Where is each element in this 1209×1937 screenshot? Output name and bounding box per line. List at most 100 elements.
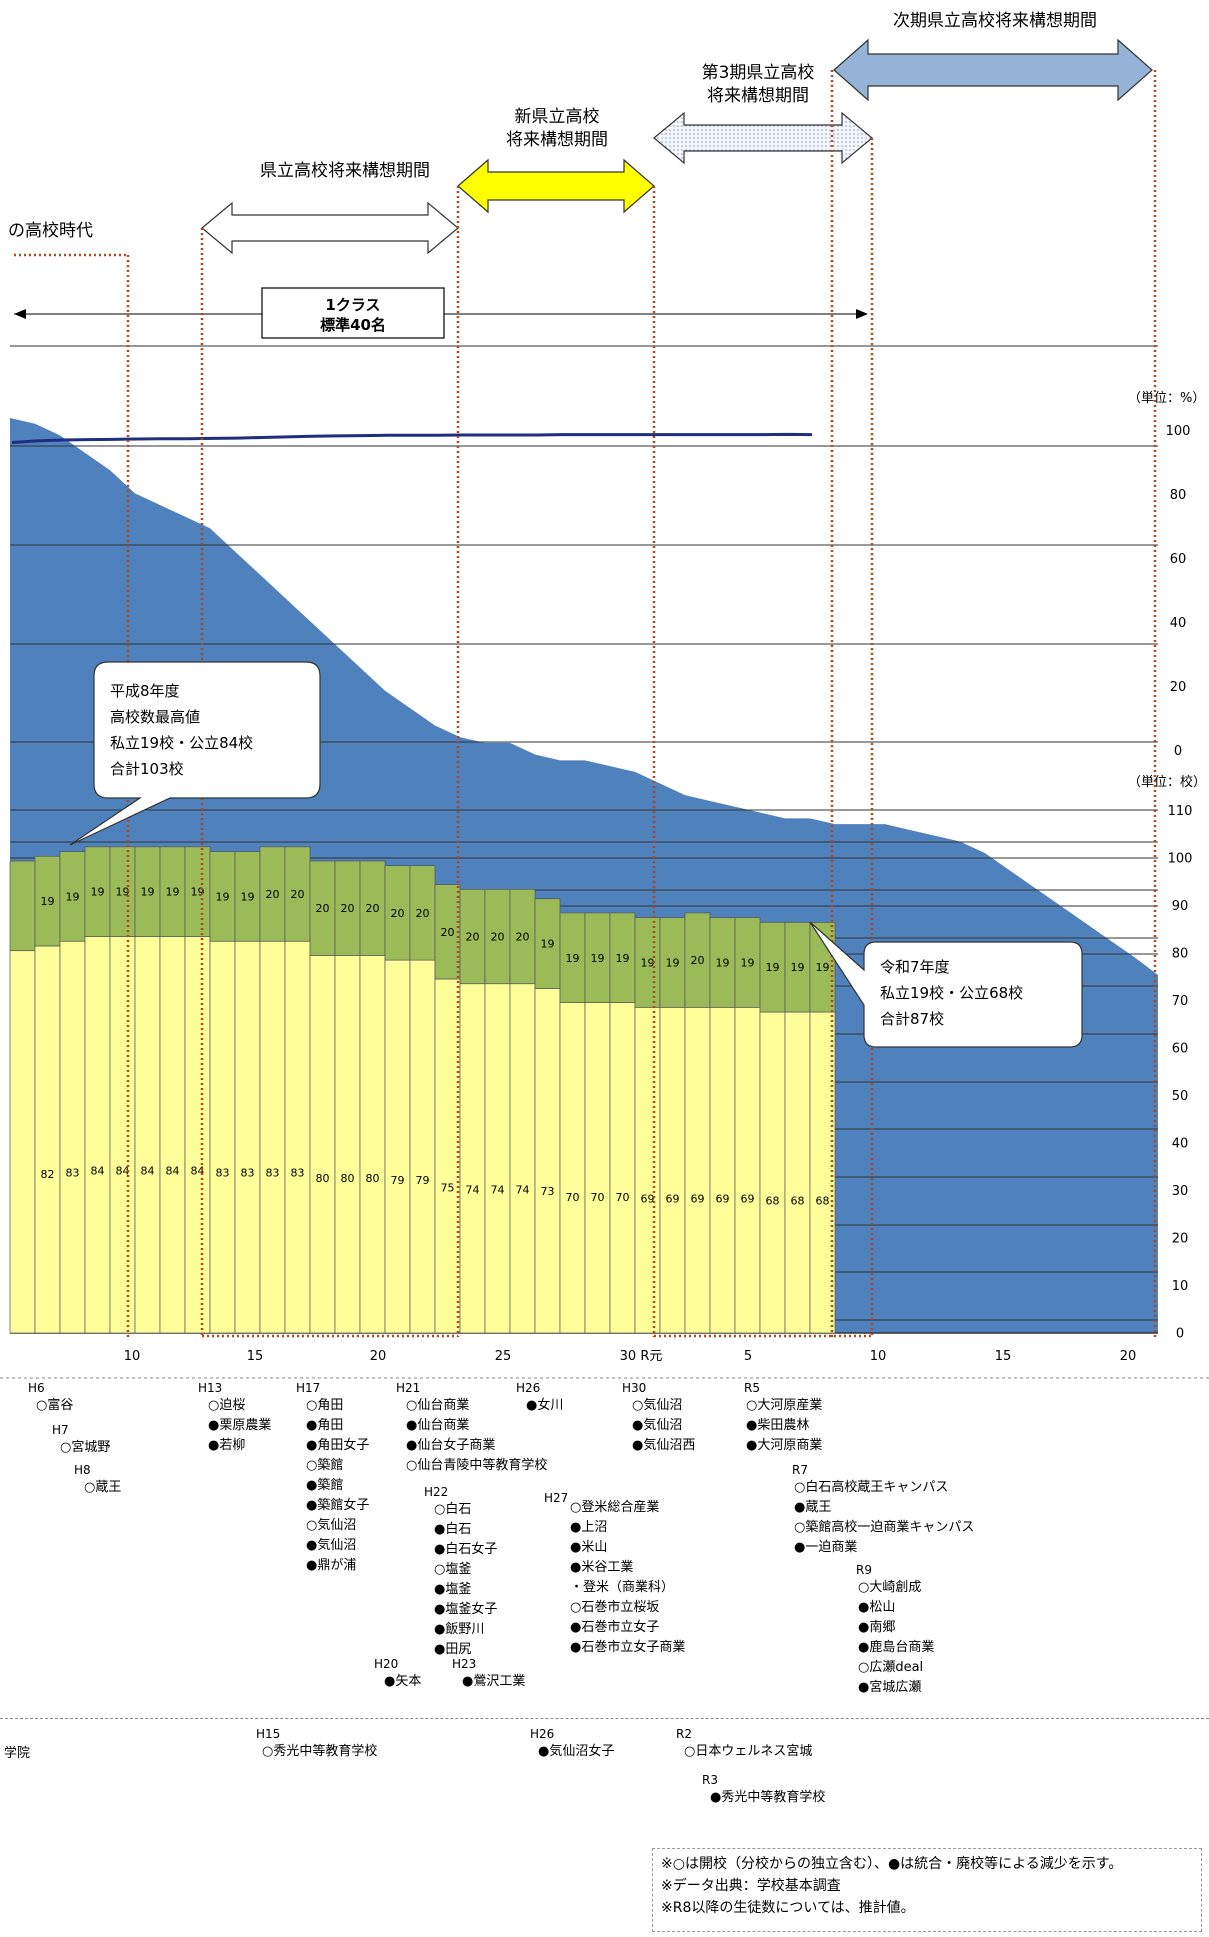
event-year: H17 <box>296 1381 321 1395</box>
school-tick: 110 <box>1168 804 1193 819</box>
x-tick: 20 <box>1120 1349 1137 1364</box>
event-year: H26 <box>530 1727 555 1741</box>
bar-label-public: 69 <box>716 1193 730 1206</box>
event-bottom-0: 学院 <box>4 1744 30 1764</box>
event-h17: H17 ○角田 ●角田 ●角田女子 ○築館 ●築館 ●築館女子 ○気仙沼 ●気仙… <box>296 1380 369 1576</box>
event-r5: R5 ○大河原産業 ●柴田農林 ●大河原商業 <box>744 1380 822 1456</box>
bar-public <box>484 983 511 1334</box>
period-arrow-1 <box>201 201 459 255</box>
x-tick: 25 <box>495 1349 512 1364</box>
pct-tick: 80 <box>1170 488 1187 503</box>
note-2: ※データ出典：学校基本調査 <box>661 1878 841 1894</box>
school-tick: 50 <box>1172 1089 1189 1104</box>
pct-tick: 0 <box>1174 744 1182 759</box>
bar-public <box>584 1002 611 1334</box>
event-item: ○仙台青陵中等教育学校 <box>406 1458 548 1473</box>
event-item: ●石巻市立女子 <box>570 1620 660 1635</box>
event-item: ○登米総合産業 <box>570 1500 660 1515</box>
event-item: ●石巻市立女子商業 <box>570 1640 686 1655</box>
bar-label-public: 83 <box>266 1166 280 1179</box>
event-h30: H30 ○気仙沼 ●気仙沼 ●気仙沼西 <box>622 1380 695 1456</box>
school-tick: 90 <box>1172 899 1189 914</box>
bar-label-private: 19 <box>91 886 105 899</box>
event-item: ●鶯沢工業 <box>462 1674 526 1689</box>
bar-label-private: 19 <box>591 952 605 965</box>
bar-private <box>784 922 811 1013</box>
bar-label-public: 69 <box>691 1193 705 1206</box>
bar-label-private: 19 <box>566 952 580 965</box>
bar-public <box>159 936 186 1334</box>
bar-private <box>534 898 561 989</box>
event-item: ●柴田農林 <box>746 1418 810 1433</box>
event-item: ○仙台商業 <box>406 1398 470 1413</box>
bar-public <box>84 936 111 1334</box>
bar-public <box>559 1002 586 1334</box>
event-item: ○角田 <box>306 1398 344 1413</box>
event-year: H15 <box>256 1727 281 1741</box>
bar-label-private: 19 <box>766 961 780 974</box>
bar-label-public: 83 <box>291 1166 305 1179</box>
bar-private <box>409 865 436 961</box>
bar-private <box>359 860 386 956</box>
bar-private <box>59 851 86 942</box>
bar-private <box>9 860 36 952</box>
event-year: R3 <box>702 1773 718 1787</box>
bar-public <box>784 1011 811 1334</box>
event-item: ●松山 <box>858 1600 896 1615</box>
advance-rate-line <box>11 432 813 444</box>
period-arrow-4 <box>833 38 1153 102</box>
event-item: ○築館 <box>306 1458 344 1473</box>
bar-public <box>684 1006 711 1334</box>
event-item: ○蔵王 <box>84 1480 122 1495</box>
event-r9: R9 ○大崎創成 ●松山 ●南郷 ●鹿島台商業 ○広瀬deal ●宮城広瀬 <box>856 1562 934 1698</box>
school-tick: 100 <box>1168 852 1193 867</box>
event-item: ●塩釜女子 <box>434 1602 498 1617</box>
event-year: H13 <box>198 1381 223 1395</box>
notes-box: ※○は開校（分校からの独立含む）、●は統合・廃校等による減少を示す。 ※データ出… <box>652 1848 1202 1932</box>
bar-label-public: 73 <box>541 1185 555 1198</box>
bar-label-private: 19 <box>216 890 230 903</box>
x-tick: 5 <box>744 1349 752 1364</box>
x-axis: 10 15 20 25 30 R元 5 10 15 20 <box>124 1349 1137 1364</box>
event-h7: H7 ○宮城野 <box>52 1422 110 1458</box>
event-item: ○宮城野 <box>60 1440 111 1455</box>
event-item: ●白石 <box>434 1522 472 1537</box>
event-item: ○富谷 <box>36 1398 74 1413</box>
bar-label-public: 79 <box>416 1174 430 1187</box>
bar-group: 82 19 83 19 84 19 84 19 84 19 84 19 84 19 83 19 83 19 83 20… <box>9 846 836 1334</box>
event-year: H8 <box>74 1463 91 1477</box>
school-tick: 0 <box>1176 1327 1184 1342</box>
class-box <box>261 287 445 339</box>
bar-private <box>434 884 461 980</box>
school-tick: 70 <box>1172 994 1189 1009</box>
bar-label-private: 19 <box>716 956 730 969</box>
bar-label-public: 83 <box>66 1166 80 1179</box>
event-item: ●宮城広瀬 <box>858 1680 922 1695</box>
event-year: H6 <box>28 1381 45 1395</box>
bar-private <box>659 917 686 1008</box>
event-item: ●蔵王 <box>794 1500 832 1515</box>
bar-label-public: 70 <box>616 1191 630 1204</box>
event-item: ○石巻市立桜坂 <box>570 1600 660 1615</box>
event-item: ○広瀬deal <box>858 1660 924 1675</box>
callout-peak-line2: 高校数最高値 <box>110 708 200 726</box>
event-item: ○築館高校一迫商業キャンパス <box>794 1520 975 1535</box>
x-tick: 10 <box>124 1349 141 1364</box>
event-item: ●大河原商業 <box>746 1438 823 1453</box>
bar-public <box>709 1006 736 1334</box>
bar-label-private: 19 <box>616 952 630 965</box>
event-item: ・登米（商業科） <box>570 1580 675 1595</box>
bar-label-private: 20 <box>316 902 330 915</box>
bar-private <box>559 912 586 1003</box>
bar-private <box>34 855 61 947</box>
bar-label-public: 70 <box>591 1191 605 1204</box>
bar-label-private: 20 <box>516 931 530 944</box>
bar-public <box>759 1011 786 1334</box>
event-item: ●築館女子 <box>306 1498 370 1513</box>
x-tick: 15 <box>247 1349 264 1364</box>
school-tick: 20 <box>1172 1232 1189 1247</box>
bar-label-public: 84 <box>166 1164 180 1177</box>
class-box-line2: 標準40名 <box>320 316 386 334</box>
x-tick: 30 R元 <box>620 1349 663 1364</box>
event-item: ●白石女子 <box>434 1542 498 1557</box>
